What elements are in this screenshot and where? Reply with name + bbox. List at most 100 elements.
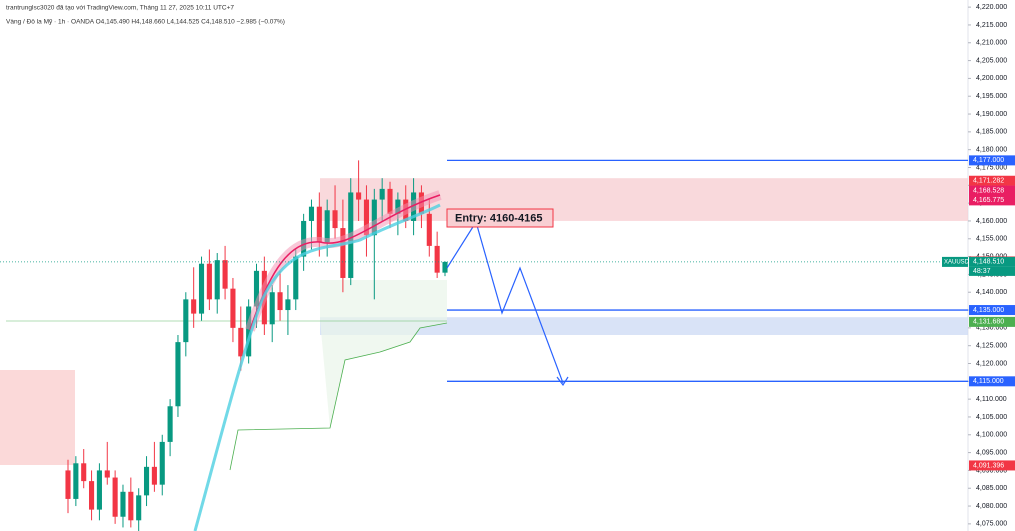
supply-left — [0, 370, 75, 465]
candle-body — [316, 206, 322, 243]
candle-body — [89, 481, 95, 510]
candle-body — [426, 213, 432, 246]
level-label-box — [969, 376, 1015, 387]
price-label: 4,171.282 — [973, 178, 1004, 185]
support-line — [229, 322, 448, 471]
y-tick-label: 4,185.000 — [976, 129, 1007, 136]
symbol-label: XAUUSD — [944, 259, 970, 265]
candle-body — [363, 199, 370, 236]
candle-body — [175, 342, 181, 407]
y-tick-label: 4,210.000 — [976, 40, 1007, 47]
candle-body — [136, 495, 142, 521]
candle-body — [308, 206, 315, 221]
candle-body — [151, 466, 157, 485]
y-tick-label: 4,190.000 — [976, 111, 1007, 118]
y-tick-label: 4,180.000 — [976, 147, 1007, 154]
candle-body — [332, 210, 338, 229]
support-area — [320, 280, 447, 428]
candle-body — [301, 220, 307, 257]
price-label-box — [969, 256, 1015, 267]
price-label: 4,148.510 — [973, 259, 1004, 266]
level-label-box — [969, 305, 1015, 316]
projection-path — [446, 220, 564, 384]
price-label-box — [969, 185, 1015, 196]
ma-line — [249, 194, 441, 331]
candle-body — [143, 466, 150, 496]
symbol-box — [942, 256, 968, 267]
candle-body — [206, 263, 212, 300]
countdown-box — [969, 266, 1015, 276]
projection-arrow — [556, 376, 569, 387]
candle-body — [104, 470, 110, 478]
y-tick-label: 4,075.000 — [976, 521, 1007, 528]
candle-body — [183, 299, 189, 343]
price-label-box — [969, 460, 1015, 471]
annotation: Entry: 4160-4165 — [455, 212, 542, 224]
y-tick-label: 4,205.000 — [976, 57, 1007, 64]
level-label-box — [969, 155, 1015, 166]
countdown: 48:37 — [973, 268, 991, 275]
candle-body — [73, 463, 79, 499]
y-tick-label: 4,125.000 — [976, 343, 1007, 350]
level-label: 4,115.000 — [973, 378, 1004, 385]
y-tick-label: 4,120.000 — [976, 360, 1007, 367]
y-tick-label: 4,220.000 — [976, 4, 1007, 11]
candle-body — [238, 327, 244, 357]
candle-body — [65, 470, 71, 499]
candle-body — [371, 199, 377, 236]
candle-body — [387, 188, 393, 214]
price-label: 4,131.680 — [973, 319, 1004, 326]
chart-title: trantrunglsc3020 đã tạo với TradingView.… — [6, 5, 234, 12]
y-tick-label: 4,105.000 — [976, 414, 1007, 421]
candle-body — [356, 192, 362, 200]
candle-body — [246, 306, 252, 357]
y-tick-label: 4,155.000 — [976, 236, 1007, 243]
candle-body — [198, 263, 205, 314]
candle-body — [167, 406, 173, 442]
y-tick-label: 4,175.000 — [976, 164, 1007, 171]
y-tick-label: 4,100.000 — [976, 432, 1007, 439]
price-label-box — [969, 316, 1015, 327]
candle-body — [324, 210, 330, 243]
candle-body — [81, 463, 87, 482]
price-label: 4,168.528 — [973, 187, 1004, 194]
level-label: 4,135.000 — [973, 307, 1004, 314]
annotation-box — [446, 208, 554, 228]
price-label: 4,165.775 — [973, 197, 1004, 204]
y-tick-label: 4,140.000 — [976, 289, 1007, 296]
y-tick-label: 4,200.000 — [976, 75, 1007, 82]
candle-body — [112, 477, 118, 517]
candle-body — [159, 441, 165, 485]
y-tick-label: 4,160.000 — [976, 218, 1007, 225]
candle-body — [214, 260, 220, 300]
candle-body — [293, 256, 299, 300]
candle-body — [434, 245, 440, 273]
zone — [320, 317, 968, 335]
y-tick-label: 4,130.000 — [976, 325, 1007, 332]
candle-body — [442, 261, 448, 273]
candle-body — [277, 292, 283, 311]
candle-body — [285, 299, 291, 311]
y-tick-label: 4,080.000 — [976, 503, 1007, 510]
ma-blue — [193, 203, 441, 531]
ohlc-header: Vàng / Đô la Mỹ · 1h · OANDA O4,145.490 … — [6, 19, 285, 26]
candle-body — [191, 299, 197, 314]
price-label: 4,091.396 — [973, 462, 1004, 469]
y-tick-label: 4,095.000 — [976, 449, 1007, 456]
candle-body — [253, 270, 260, 307]
candle-body — [120, 491, 126, 517]
candle-body — [340, 228, 346, 278]
candle-body — [128, 491, 134, 521]
candle-body — [96, 470, 102, 510]
y-tick-label: 4,110.000 — [976, 396, 1007, 403]
candle-body — [222, 260, 228, 289]
y-tick-label: 4,085.000 — [976, 485, 1007, 492]
candle-body — [269, 292, 275, 325]
candle-body — [379, 188, 385, 200]
y-tick-label: 4,215.000 — [976, 22, 1007, 29]
candle-body — [230, 288, 236, 328]
price-label-box — [969, 195, 1015, 206]
candle-body — [395, 199, 401, 214]
